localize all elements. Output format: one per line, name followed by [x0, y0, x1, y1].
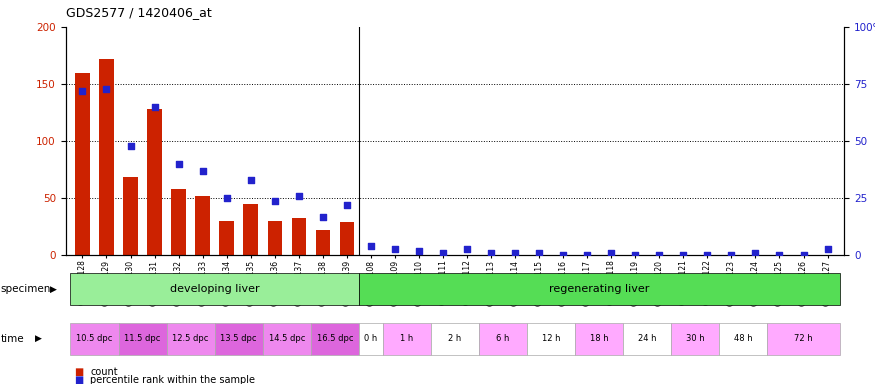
Point	[532, 250, 546, 256]
Point	[556, 252, 570, 258]
Text: ■: ■	[74, 375, 84, 384]
Point	[436, 250, 450, 256]
Text: 2 h: 2 h	[448, 334, 462, 343]
Point	[75, 88, 89, 94]
Text: ▶: ▶	[50, 285, 57, 293]
Point	[724, 252, 738, 258]
Text: 1 h: 1 h	[400, 334, 414, 343]
Bar	[220, 221, 234, 255]
Text: 0 h: 0 h	[364, 334, 377, 343]
Text: regenerating liver: regenerating liver	[549, 284, 649, 294]
Text: 30 h: 30 h	[686, 334, 704, 343]
Point	[412, 248, 426, 254]
Bar	[172, 189, 186, 255]
Text: 72 h: 72 h	[794, 334, 813, 343]
Point	[291, 193, 305, 199]
Point	[821, 245, 835, 252]
Text: 12.5 dpc: 12.5 dpc	[172, 334, 209, 343]
Text: percentile rank within the sample: percentile rank within the sample	[90, 375, 256, 384]
Text: 24 h: 24 h	[638, 334, 656, 343]
Point	[748, 250, 762, 256]
Text: ▶: ▶	[35, 334, 42, 343]
Text: 12 h: 12 h	[542, 334, 560, 343]
Point	[460, 245, 474, 252]
Bar	[243, 204, 258, 255]
Point	[268, 197, 282, 204]
Point	[244, 177, 258, 183]
Text: time: time	[1, 334, 24, 344]
Point	[388, 245, 402, 252]
Point	[364, 243, 378, 249]
Point	[100, 86, 114, 92]
Bar	[316, 230, 330, 255]
Text: GDS2577 / 1420406_at: GDS2577 / 1420406_at	[66, 6, 212, 19]
Bar	[75, 73, 89, 255]
Point	[605, 250, 619, 256]
Text: 14.5 dpc: 14.5 dpc	[269, 334, 305, 343]
Bar	[123, 177, 137, 255]
Text: count: count	[90, 367, 118, 377]
Point	[508, 250, 522, 256]
Text: 48 h: 48 h	[734, 334, 752, 343]
Point	[220, 195, 234, 201]
Point	[700, 252, 714, 258]
Bar	[195, 196, 210, 255]
Point	[628, 252, 642, 258]
Point	[773, 252, 787, 258]
Point	[148, 104, 162, 110]
Bar	[340, 222, 354, 255]
Point	[796, 252, 810, 258]
Text: 18 h: 18 h	[590, 334, 608, 343]
Text: 6 h: 6 h	[496, 334, 510, 343]
Bar	[268, 221, 282, 255]
Bar	[147, 109, 162, 255]
Text: 16.5 dpc: 16.5 dpc	[317, 334, 354, 343]
Point	[484, 250, 498, 256]
Point	[316, 214, 330, 220]
Text: developing liver: developing liver	[170, 284, 260, 294]
Point	[172, 161, 186, 167]
Bar	[291, 218, 306, 255]
Bar	[99, 59, 114, 255]
Text: ■: ■	[74, 367, 84, 377]
Point	[580, 252, 594, 258]
Point	[123, 142, 137, 149]
Point	[196, 168, 210, 174]
Point	[676, 252, 690, 258]
Text: 10.5 dpc: 10.5 dpc	[76, 334, 113, 343]
Text: 13.5 dpc: 13.5 dpc	[220, 334, 257, 343]
Text: 11.5 dpc: 11.5 dpc	[124, 334, 161, 343]
Point	[340, 202, 354, 208]
Text: specimen: specimen	[1, 284, 52, 294]
Point	[652, 252, 666, 258]
